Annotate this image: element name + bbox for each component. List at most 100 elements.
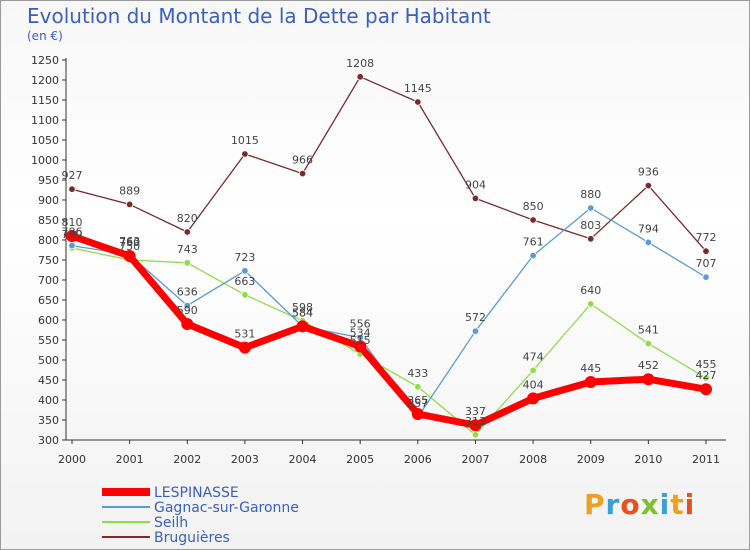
data-label: 761 <box>523 236 544 249</box>
data-label: 803 <box>580 219 601 232</box>
data-point <box>68 241 76 250</box>
data-point <box>527 392 540 405</box>
data-label: 531 <box>234 328 255 341</box>
y-tick-label: 650 <box>38 294 59 307</box>
data-label: 1145 <box>404 82 432 95</box>
x-tick-label: 2002 <box>173 453 201 466</box>
data-label: 927 <box>62 169 83 182</box>
data-label: 810 <box>62 216 83 229</box>
x-tick-label: 2001 <box>116 453 144 466</box>
series-line <box>68 232 710 429</box>
data-point <box>123 250 136 262</box>
data-label: 850 <box>523 200 544 213</box>
data-label: 936 <box>638 166 659 179</box>
y-tick-label: 1150 <box>31 94 59 107</box>
data-point <box>471 431 480 439</box>
data-point <box>183 259 191 267</box>
data-point <box>700 383 712 396</box>
x-tick-label: 2004 <box>289 453 317 466</box>
data-point <box>66 230 78 242</box>
y-tick-label: 500 <box>38 354 59 367</box>
data-label: 904 <box>465 178 486 191</box>
y-tick-label: 350 <box>38 414 59 427</box>
data-label: 455 <box>696 358 717 371</box>
data-point <box>238 341 251 354</box>
y-tick-label: 1200 <box>31 74 59 87</box>
data-label: 760 <box>119 236 140 249</box>
x-tick-label: 2000 <box>58 453 86 466</box>
data-label: 556 <box>350 318 371 331</box>
data-label: 663 <box>234 275 255 288</box>
legend-label: Seilh <box>154 515 188 531</box>
data-point <box>642 373 655 386</box>
data-label: 365 <box>407 394 428 407</box>
x-tick-label: 2010 <box>634 453 662 466</box>
data-point <box>587 235 595 243</box>
legend-label: Gagnac-sur-Garonne <box>154 500 299 516</box>
data-point <box>296 320 309 333</box>
data-point <box>702 247 710 255</box>
data-point <box>702 273 710 281</box>
legend-label: LESPINASSE <box>154 485 239 501</box>
data-point <box>298 169 307 178</box>
series-line <box>71 76 707 252</box>
x-tick-label: 2003 <box>231 453 259 466</box>
data-point <box>644 181 653 190</box>
x-tick-label: 2009 <box>577 453 605 466</box>
data-point <box>702 374 710 382</box>
data-label: 966 <box>292 154 313 167</box>
data-point <box>241 267 249 275</box>
x-tick-label: 2006 <box>404 453 432 466</box>
data-point <box>414 383 422 391</box>
data-label: 313 <box>465 415 486 428</box>
data-label: 794 <box>638 222 659 235</box>
data-label: 640 <box>580 284 601 297</box>
data-point <box>471 327 480 335</box>
data-label: 889 <box>119 184 140 197</box>
data-label: 541 <box>638 324 659 337</box>
data-label: 598 <box>292 301 313 314</box>
data-label: 572 <box>465 311 486 324</box>
y-tick-label: 900 <box>38 194 59 207</box>
data-label: 723 <box>234 251 255 264</box>
data-label: 404 <box>523 378 544 391</box>
data-point <box>584 376 597 388</box>
y-tick-label: 300 <box>38 434 59 447</box>
data-label: 636 <box>177 286 198 299</box>
data-label: 772 <box>696 231 717 244</box>
data-label: 780 <box>62 228 83 241</box>
data-label: 515 <box>350 334 371 347</box>
chart-unit: (en €) <box>27 29 63 43</box>
y-tick-label: 950 <box>38 174 59 187</box>
y-tick-label: 700 <box>38 274 59 287</box>
data-point <box>644 238 653 247</box>
x-tick-label: 2007 <box>461 453 489 466</box>
y-tick-label: 850 <box>38 214 59 227</box>
data-point <box>469 419 482 432</box>
data-point <box>587 300 595 308</box>
data-label: 337 <box>465 405 486 418</box>
y-tick-label: 550 <box>38 334 59 347</box>
y-tick-label: 1000 <box>31 154 59 167</box>
data-point <box>125 200 134 209</box>
data-label: 1015 <box>231 134 259 147</box>
data-label: 584 <box>292 306 313 319</box>
y-tick-label: 800 <box>38 234 59 247</box>
x-tick-label: 2008 <box>519 453 547 466</box>
data-point <box>183 301 191 310</box>
data-point <box>644 339 653 348</box>
data-label: 433 <box>407 367 428 380</box>
data-label: 786 <box>62 226 83 239</box>
data-label: 357 <box>407 397 428 410</box>
data-label: 1208 <box>346 57 374 70</box>
data-point <box>354 340 367 353</box>
series-line <box>71 207 707 418</box>
data-point <box>181 318 194 330</box>
data-point <box>414 98 422 106</box>
legend-label: Bruguières <box>154 530 230 546</box>
y-tick-label: 750 <box>38 254 59 267</box>
data-label: 750 <box>119 240 140 253</box>
data-point <box>411 408 424 420</box>
y-tick-label: 1100 <box>31 114 59 127</box>
